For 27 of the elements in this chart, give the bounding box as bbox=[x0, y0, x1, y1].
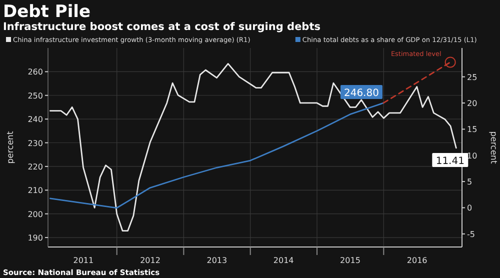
y-tick-label: 250 bbox=[28, 91, 43, 100]
y-tick-label: 190 bbox=[28, 234, 43, 243]
chart-subtitle: Infrastructure boost comes at a cost of surging debts bbox=[3, 21, 320, 33]
y2-tick-label: 0 bbox=[467, 204, 472, 213]
y2-tick-label: 20 bbox=[467, 98, 478, 108]
y-tick-label: 240 bbox=[28, 115, 43, 124]
y-tick-label: 200 bbox=[28, 210, 43, 219]
y2-tick-label: 5 bbox=[467, 178, 472, 187]
y-tick-label: 210 bbox=[28, 186, 43, 196]
y2-tick-label: 25 bbox=[467, 72, 478, 82]
x-tick-label: 2016 bbox=[406, 256, 428, 265]
line-series bbox=[49, 102, 384, 209]
y-axis-title: percent bbox=[6, 130, 16, 164]
x-tick-label: 2011 bbox=[73, 256, 94, 265]
x-tick-label: 2014 bbox=[273, 256, 294, 265]
y-tick-label: 220 bbox=[28, 162, 43, 172]
x-tick-label: 2012 bbox=[140, 256, 160, 265]
x-tick-label: 2015 bbox=[340, 256, 360, 265]
y2-axis-title: percent bbox=[488, 131, 498, 164]
x-tick-label: 2013 bbox=[206, 256, 228, 265]
y-tick-label: 230 bbox=[28, 138, 43, 148]
data-label: 11.41 bbox=[436, 156, 464, 167]
y2-tick-label: -5 bbox=[467, 230, 475, 239]
data-label: 246.80 bbox=[344, 88, 379, 99]
chart-title: Debt Pile bbox=[3, 2, 90, 22]
y2-tick-label: 15 bbox=[467, 125, 478, 134]
y-tick-label: 260 bbox=[28, 68, 43, 77]
